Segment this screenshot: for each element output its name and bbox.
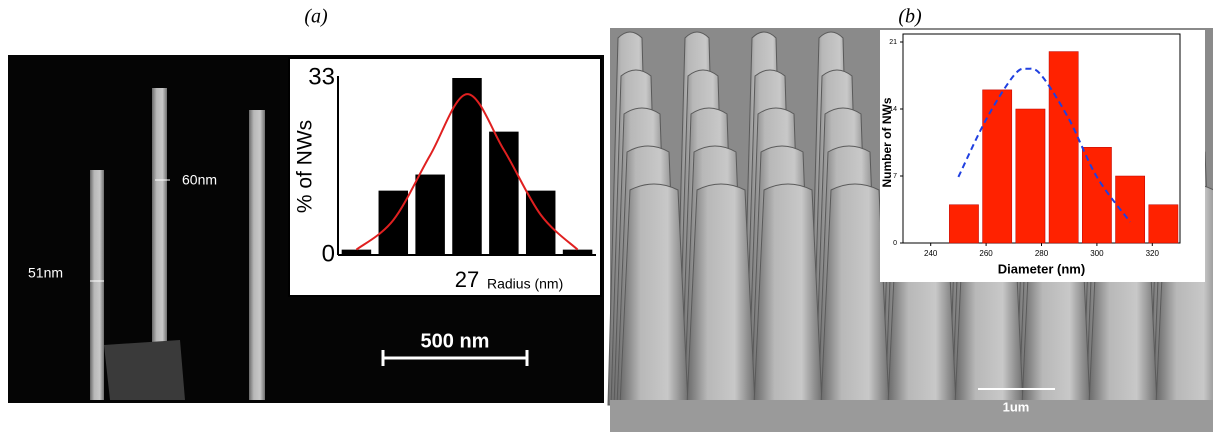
substrate (610, 400, 1213, 432)
y-axis-label: Number of NWs (880, 97, 894, 187)
nanopillar (754, 184, 822, 405)
annotation: 51nm (28, 265, 63, 281)
bar (415, 175, 444, 255)
y-tick-label: 0 (322, 240, 335, 267)
figure: (a) (b) 60nm 51nm 500 nm 1um 0 33 27 Radius… (0, 0, 1213, 432)
nanowire (152, 88, 167, 343)
scale-label: 500 nm (421, 330, 490, 352)
x-tick-label: 280 (1035, 249, 1049, 258)
nanowire (249, 110, 265, 400)
panel-label: (b) (898, 6, 922, 28)
y-tick-label: 0 (893, 240, 897, 247)
bar (1149, 205, 1178, 243)
bar (563, 250, 592, 255)
x-tick-label: 300 (1090, 249, 1104, 258)
x-tick-label: 320 (1146, 249, 1160, 258)
nanopillar (687, 184, 755, 405)
scale-label: 1um (1003, 399, 1030, 414)
bar (949, 205, 978, 243)
nanopillar (620, 184, 688, 405)
x-axis-label: Radius (nm) (487, 276, 563, 292)
bar (452, 78, 481, 255)
x-tick-label: 240 (924, 249, 938, 258)
bar (1049, 52, 1078, 243)
annotation: 60nm (182, 172, 217, 188)
nanowire (90, 170, 104, 400)
x-tick-label: 260 (979, 249, 993, 258)
inset (289, 58, 601, 296)
panel-label: (a) (304, 6, 328, 28)
x-tick-label: 27 (455, 267, 479, 292)
bar (379, 191, 408, 255)
page: (a) (b) 60nm 51nm 500 nm 1um 0 33 27 Radius… (0, 0, 1213, 432)
y-tick-label: 33 (308, 63, 335, 90)
bar (1016, 109, 1045, 243)
y-tick-label: 21 (889, 39, 897, 46)
x-axis-label: Diameter (nm) (998, 261, 1085, 276)
y-axis-label: % of NWs (294, 120, 317, 213)
bar (1082, 147, 1111, 243)
bar (983, 90, 1012, 243)
bar (342, 250, 371, 255)
nanopillar (821, 184, 889, 405)
substrate (104, 340, 185, 400)
